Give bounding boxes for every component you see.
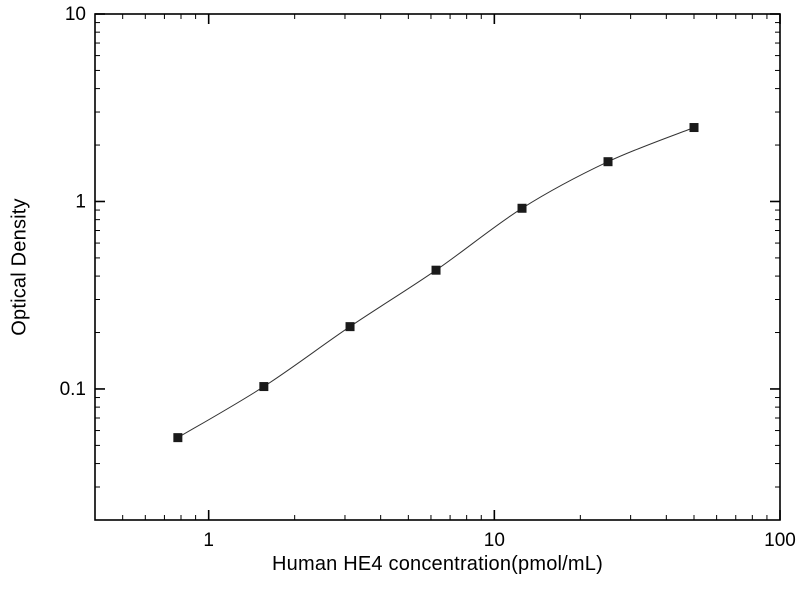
y-axis-label: Optical Density (8, 198, 31, 336)
svg-text:1: 1 (75, 191, 86, 212)
svg-text:0.1: 0.1 (60, 379, 86, 400)
svg-text:1: 1 (203, 530, 214, 551)
svg-text:100: 100 (764, 530, 796, 551)
x-axis-label: Human HE4 concentration(pmol/mL) (272, 553, 603, 575)
svg-text:10: 10 (484, 530, 505, 551)
svg-text:10: 10 (65, 4, 86, 25)
